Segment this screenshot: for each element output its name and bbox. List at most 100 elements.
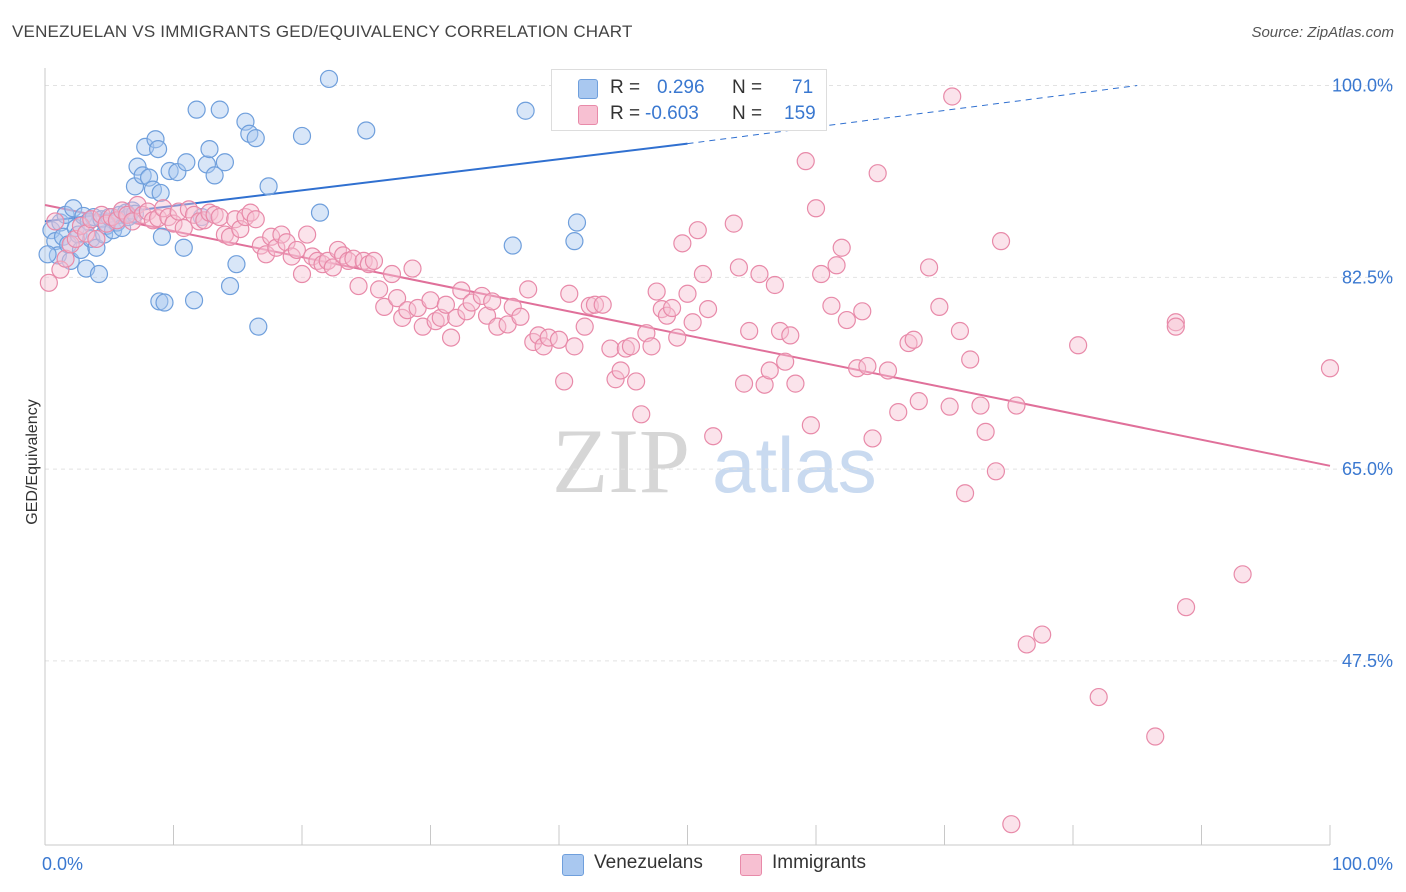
point-venezuelans [139,168,159,187]
point-immigrants [287,240,306,260]
point-immigrants [1176,598,1196,617]
point-immigrants [519,280,538,299]
point-venezuelans [565,232,584,251]
point-immigrants [1007,396,1026,415]
y-tick-label: 65.0% [1342,459,1393,479]
point-immigrants [611,361,630,380]
y-tick-label: 82.5% [1342,267,1393,287]
point-immigrants [601,339,620,358]
point-immigrants [123,212,142,231]
point-immigrants [668,328,687,347]
point-immigrants [704,427,723,446]
point-venezuelans [64,199,83,218]
point-immigrants [683,313,702,332]
point-immigrants [832,238,851,257]
point-immigrants [740,321,759,341]
point-immigrants [1166,317,1185,336]
point-immigrants [955,484,975,503]
chart-title: VENEZUELAN VS IMMIGRANTS GED/EQUIVALENCY… [12,22,633,41]
point-immigrants [403,259,422,278]
point-immigrants [555,372,574,391]
point-immigrants [511,307,530,326]
point-venezuelans [151,183,170,203]
point-immigrants [436,295,456,314]
point-immigrants [1017,635,1036,654]
point-venezuelans [177,153,196,172]
point-immigrants [943,87,962,106]
point-immigrants [858,356,877,376]
point-immigrants [976,422,995,441]
point-immigrants [483,292,502,311]
r-value: -0.603 [645,103,699,124]
point-immigrants [298,225,317,244]
point-venezuelans [128,157,147,176]
point-immigrants [632,405,651,424]
watermark-zip: ZIP [552,410,690,512]
point-immigrants [642,337,661,356]
point-immigrants [370,280,389,299]
point-immigrants [138,202,157,221]
point-immigrants [39,273,58,292]
point-immigrants [349,276,368,296]
point-venezuelans [292,126,312,146]
point-venezuelans [152,227,172,246]
point-immigrants [621,337,641,356]
point-immigrants [760,361,779,380]
point-venezuelans [38,245,57,264]
point-immigrants [693,264,713,284]
point-immigrants [770,321,790,341]
point-immigrants [292,264,312,284]
point-immigrants [688,221,707,240]
stats-row-immigrants: R = -0.603 N = 159 [552,101,826,127]
point-immigrants [1089,687,1108,707]
point-immigrants [750,264,769,284]
trend-extension-venezuelans [687,85,1138,145]
point-venezuelans [357,121,376,140]
point-immigrants [133,205,152,224]
point-immigrants [678,284,697,303]
point-immigrants [323,258,342,277]
point-immigrants [246,210,265,229]
point-immigrants [447,308,466,327]
point-immigrants [102,207,121,227]
point-immigrants [313,255,332,274]
point-immigrants [796,152,815,171]
point-immigrants [46,212,65,231]
point-venezuelans [215,153,234,172]
point-immigrants [734,374,754,393]
point-immigrants [698,300,718,319]
point-immigrants [812,264,831,284]
y-tick-label: 100.0% [1332,76,1393,96]
stats-legend: R = 0.296 N = 71 R = -0.603 N = 159 [551,69,827,131]
point-immigrants [56,249,75,268]
axes [44,68,1331,846]
point-immigrants [503,297,522,317]
point-immigrants [1002,815,1021,834]
point-venezuelans [89,264,109,284]
x-tick-label: 0.0% [42,854,83,874]
gridlines [45,85,1395,662]
point-venezuelans [567,213,587,232]
point-immigrants [1069,336,1088,355]
point-immigrants [256,245,276,264]
point-venezuelans [174,238,193,257]
point-immigrants [786,374,805,393]
point-venezuelans [205,166,224,185]
point-immigrants [585,295,605,314]
point-immigrants [1166,313,1185,332]
trend-lines [44,85,1331,467]
point-immigrants [606,370,625,389]
point-venezuelans [155,293,174,312]
legend-label-venezuelans: Venezuelans [594,852,703,873]
point-immigrants [560,284,579,303]
trend-line-venezuelans [44,142,688,223]
point-immigrants [1033,625,1052,644]
point-immigrants [971,396,990,415]
point-immigrants [452,281,471,300]
point-immigrants [308,251,327,270]
point-immigrants [868,164,887,183]
point-immigrants [534,337,553,356]
point-immigrants [77,224,96,243]
point-immigrants [765,275,784,295]
r-label: R = [610,103,641,124]
